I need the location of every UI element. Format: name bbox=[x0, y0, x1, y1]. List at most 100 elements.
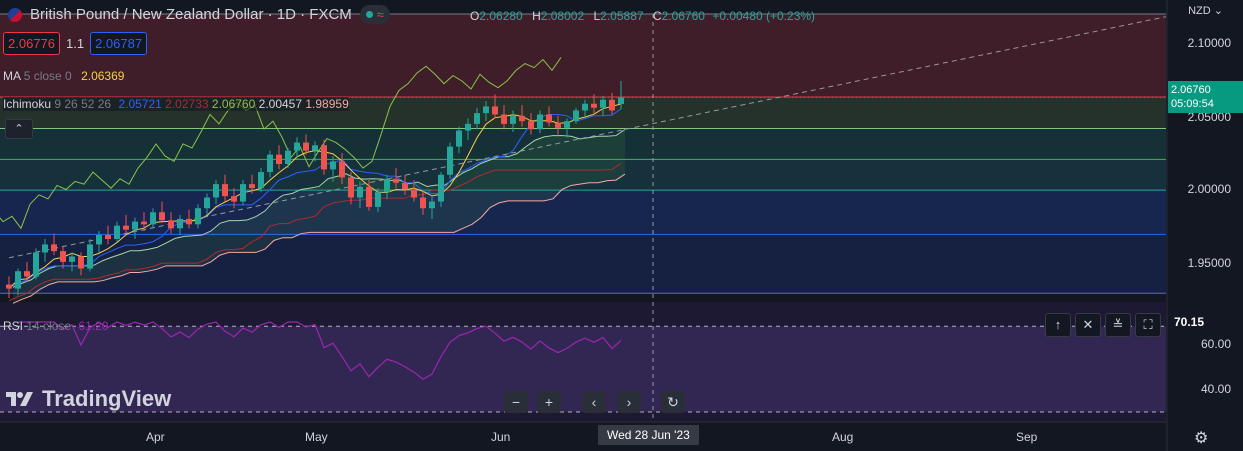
chevron-left-icon: ‹ bbox=[591, 394, 597, 410]
buy-button[interactable]: 2.06787 bbox=[90, 32, 148, 55]
scroll-right-button[interactable]: › bbox=[617, 391, 641, 413]
candle-body bbox=[114, 225, 120, 240]
zoom-out-button[interactable]: − bbox=[504, 391, 528, 413]
time-tick: Sep bbox=[1016, 430, 1038, 444]
candle-body bbox=[492, 106, 498, 115]
candle-body bbox=[420, 197, 426, 209]
ichimoku-kijun-line bbox=[8, 162, 622, 302]
candle-body bbox=[24, 271, 30, 277]
wave-icon: ≈ bbox=[376, 7, 384, 22]
ma-name: MA bbox=[3, 69, 21, 83]
candle-body bbox=[141, 221, 147, 225]
arrow-up-icon: ↑ bbox=[1054, 317, 1062, 332]
candle-body bbox=[303, 142, 309, 151]
ohlc-open: 2.06280 bbox=[479, 9, 523, 23]
candle-body bbox=[240, 184, 246, 202]
ma-legend[interactable]: MA 5 close 0 2.06369 bbox=[3, 69, 124, 83]
candle-body bbox=[429, 201, 435, 209]
candle-body bbox=[456, 130, 462, 147]
close-pane-button[interactable]: ✕ bbox=[1075, 313, 1101, 337]
rsi-name: RSI bbox=[3, 319, 24, 333]
ohlc-high: 2.08002 bbox=[540, 9, 585, 23]
candle-body bbox=[213, 184, 219, 198]
candle-body bbox=[132, 221, 138, 230]
ichimoku-cloud bbox=[13, 129, 625, 304]
candle-body bbox=[357, 186, 363, 198]
ichimoku-params: 9 26 52 26 bbox=[54, 97, 112, 111]
ohlc-close: 2.06760 bbox=[661, 9, 705, 23]
scroll-left-button[interactable]: ‹ bbox=[582, 391, 606, 413]
candle-body bbox=[204, 197, 210, 209]
candle-body bbox=[69, 256, 75, 262]
candle-body bbox=[384, 178, 390, 193]
move-pane-up-button[interactable]: ↑ bbox=[1045, 313, 1071, 337]
collapse-icon: ≚ bbox=[1112, 317, 1124, 332]
candle-body bbox=[312, 145, 318, 151]
market-status-pill[interactable]: ≈ bbox=[359, 5, 390, 24]
logo-text: TradingView bbox=[42, 386, 172, 411]
candle-body bbox=[78, 256, 84, 269]
candle-body bbox=[150, 212, 156, 225]
spread-value: 1.1 bbox=[66, 36, 85, 51]
sell-button[interactable]: 2.06776 bbox=[3, 32, 60, 55]
candle-body bbox=[609, 99, 615, 111]
rsi-value: 61.20 bbox=[78, 319, 109, 333]
ichimoku-span-b bbox=[12, 173, 626, 304]
ohlc-c-label: C bbox=[652, 9, 662, 23]
plus-icon: + bbox=[544, 394, 554, 410]
rsi-current-label: 70.15 bbox=[1168, 313, 1243, 331]
ohlc-readout: O2.06280 H2.08002 L2.05887 C2.06760 +0.0… bbox=[470, 9, 815, 23]
ichimoku-span-a bbox=[12, 129, 626, 288]
ma-params: 5 close 0 bbox=[23, 69, 72, 83]
maximize-pane-button[interactable]: ⛶ bbox=[1135, 313, 1161, 337]
market-open-icon bbox=[365, 11, 373, 18]
ichimoku-chikou-value: 2.06760 bbox=[211, 97, 256, 111]
minus-icon: − bbox=[511, 394, 521, 410]
candle-body bbox=[339, 161, 345, 178]
reset-chart-button[interactable]: ↻ bbox=[661, 391, 685, 413]
candle-body bbox=[600, 99, 606, 108]
ohlc-low: 2.05887 bbox=[600, 9, 644, 23]
candle-body bbox=[186, 218, 192, 225]
crosshair-date-label: Wed 28 Jun '23 bbox=[598, 425, 699, 445]
maximize-icon: ⛶ bbox=[1143, 317, 1153, 332]
collapse-pane-button[interactable]: ≚ bbox=[1105, 313, 1131, 337]
zoom-in-button[interactable]: + bbox=[537, 391, 561, 413]
candle-body bbox=[582, 103, 588, 111]
ichimoku-tenkan-value: 2.05721 bbox=[118, 97, 162, 111]
candle-body bbox=[474, 113, 480, 124]
candle-body bbox=[438, 174, 444, 202]
tradingview-logo[interactable]: TradingView bbox=[6, 386, 171, 412]
candle-body bbox=[6, 284, 12, 289]
rsi-legend[interactable]: RSI 14 close 61.20 bbox=[3, 319, 108, 333]
ichimoku-spana-value: 2.00457 bbox=[258, 97, 303, 111]
candle-body bbox=[447, 146, 453, 175]
candle-body bbox=[321, 145, 327, 170]
candle-body bbox=[564, 121, 570, 128]
price-tick: 2.05000 bbox=[1187, 110, 1231, 124]
candle-body bbox=[51, 244, 57, 252]
settings-gear-icon[interactable]: ⚙ bbox=[1194, 430, 1209, 447]
ohlc-change: +0.00480 (+0.23%) bbox=[712, 9, 816, 23]
candle-body bbox=[555, 122, 561, 128]
candle-body bbox=[546, 114, 552, 123]
ichimoku-legend[interactable]: Ichimoku 9 26 52 26 2.05721 2.02733 2.06… bbox=[3, 97, 349, 111]
time-tick: Jun bbox=[491, 430, 511, 444]
close-icon: ✕ bbox=[1082, 317, 1094, 332]
candle-body bbox=[33, 252, 39, 277]
candle-body bbox=[591, 103, 597, 108]
fib-zone bbox=[0, 234, 1166, 294]
symbol-title[interactable]: British Pound / New Zealand Dollar · 1D … bbox=[8, 5, 390, 24]
trade-panel: 2.06776 1.1 2.06787 bbox=[3, 32, 148, 55]
price-tick: 1.95000 bbox=[1187, 256, 1231, 270]
candle-body bbox=[411, 189, 417, 198]
currency-selector[interactable]: NZD ⌄ bbox=[1188, 4, 1223, 17]
candle-body bbox=[483, 106, 489, 114]
chevron-right-icon: › bbox=[626, 394, 632, 410]
trend-line bbox=[8, 16, 1167, 259]
currency-flag-icon bbox=[8, 7, 22, 22]
candle-body bbox=[177, 218, 183, 229]
collapse-legend-button[interactable]: ⌃ bbox=[5, 119, 33, 139]
last-price-label: 2.06760 05:09:54 bbox=[1168, 81, 1243, 113]
